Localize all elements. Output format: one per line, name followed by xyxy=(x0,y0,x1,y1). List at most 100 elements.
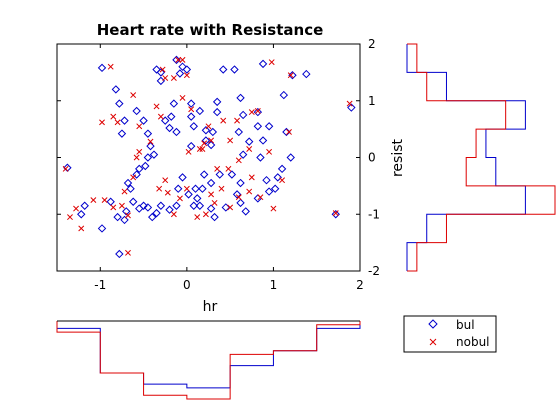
plot-frame xyxy=(56,43,361,272)
point-bul xyxy=(206,204,216,213)
point-bul xyxy=(106,197,115,206)
point-bul xyxy=(139,201,148,210)
point-bul xyxy=(191,184,200,193)
point-bul xyxy=(115,99,124,108)
point-bul xyxy=(219,65,228,74)
point-bul xyxy=(347,103,356,112)
point-bul xyxy=(253,194,263,203)
point-bul xyxy=(172,127,181,137)
point-bul xyxy=(113,212,122,222)
point-bul xyxy=(234,127,244,137)
point-bul xyxy=(80,201,89,210)
legend: bul nobul xyxy=(403,315,497,353)
point-nobul xyxy=(225,165,232,172)
point-nobul xyxy=(175,56,182,63)
point-nobul xyxy=(211,199,218,206)
point-bul xyxy=(115,249,124,259)
point-nobul xyxy=(130,174,137,181)
point-nobul xyxy=(125,249,131,256)
y-tick-label: -1 xyxy=(368,207,380,221)
point-bul xyxy=(273,173,282,182)
point-bul xyxy=(126,184,135,193)
x-hist-bul xyxy=(56,321,361,389)
point-bul xyxy=(143,129,153,138)
point-nobul xyxy=(270,205,277,212)
y-tick-label: 2 xyxy=(368,37,376,51)
point-bul xyxy=(270,184,280,193)
point-nobul xyxy=(208,137,215,144)
point-nobul xyxy=(133,154,140,161)
point-bul xyxy=(172,201,181,210)
point-bul xyxy=(167,112,176,121)
point-bul xyxy=(206,140,216,150)
point-bul xyxy=(143,153,153,162)
point-bul xyxy=(156,68,166,77)
point-nobul xyxy=(214,165,221,172)
point-nobul xyxy=(268,59,275,66)
point-nobul xyxy=(101,197,108,204)
point-nobul xyxy=(156,185,163,192)
point-bul xyxy=(199,170,209,179)
point-nobul xyxy=(162,75,169,82)
point-nobul xyxy=(73,205,79,212)
point-nobul xyxy=(208,191,215,198)
point-nobul xyxy=(90,197,97,204)
point-bul xyxy=(186,99,196,108)
point-bul xyxy=(97,63,107,73)
point-bul xyxy=(139,116,148,125)
point-bul xyxy=(156,76,166,86)
point-bul xyxy=(173,184,183,193)
point-nobul xyxy=(125,212,131,219)
point-bul xyxy=(258,59,268,69)
point-bul xyxy=(256,153,265,162)
point-bul xyxy=(212,107,222,117)
point-nobul xyxy=(196,146,203,152)
point-bul xyxy=(169,99,179,108)
point-nobul xyxy=(62,165,69,172)
point-bul xyxy=(122,207,131,216)
point-bul xyxy=(141,161,150,171)
y-ticks: 2 1 0 -1 -2 xyxy=(57,37,380,278)
point-nobul xyxy=(107,63,114,70)
point-bul xyxy=(212,97,222,107)
point-nobul xyxy=(110,204,117,211)
point-nobul xyxy=(99,119,105,126)
point-nobul xyxy=(136,123,143,130)
point-bul xyxy=(201,126,211,135)
point-bul xyxy=(264,187,274,196)
point-bul xyxy=(120,116,129,125)
point-bul xyxy=(282,127,291,137)
legend-bul-marker xyxy=(428,319,438,329)
point-nobul xyxy=(201,140,208,147)
point-bul xyxy=(148,212,157,222)
point-bul xyxy=(135,164,144,174)
series-nobul xyxy=(62,56,353,256)
x-tick-label: 0 xyxy=(183,278,191,292)
x-ticks: -1 0 1 2 xyxy=(94,44,364,292)
point-nobul xyxy=(227,137,234,144)
point-bul xyxy=(135,204,144,213)
point-bul xyxy=(236,93,245,103)
point-bul xyxy=(238,150,248,159)
point-bul xyxy=(178,173,187,182)
point-bul xyxy=(258,136,268,145)
x-tick-label: 1 xyxy=(270,278,278,292)
point-nobul xyxy=(183,185,190,192)
point-bul xyxy=(123,178,133,188)
point-nobul xyxy=(162,177,169,184)
point-nobul xyxy=(199,146,206,152)
point-bul xyxy=(172,55,181,65)
point-bul xyxy=(152,65,161,74)
point-nobul xyxy=(234,117,241,124)
point-nobul xyxy=(185,148,192,155)
point-bul xyxy=(253,107,263,117)
point-nobul xyxy=(246,188,253,195)
point-bul xyxy=(120,215,129,225)
point-nobul xyxy=(183,72,190,79)
point-nobul xyxy=(205,123,212,130)
point-bul xyxy=(232,190,242,199)
point-bul xyxy=(277,164,287,174)
y-hist-bul xyxy=(406,44,526,271)
point-bul xyxy=(264,122,274,131)
point-nobul xyxy=(286,129,292,135)
